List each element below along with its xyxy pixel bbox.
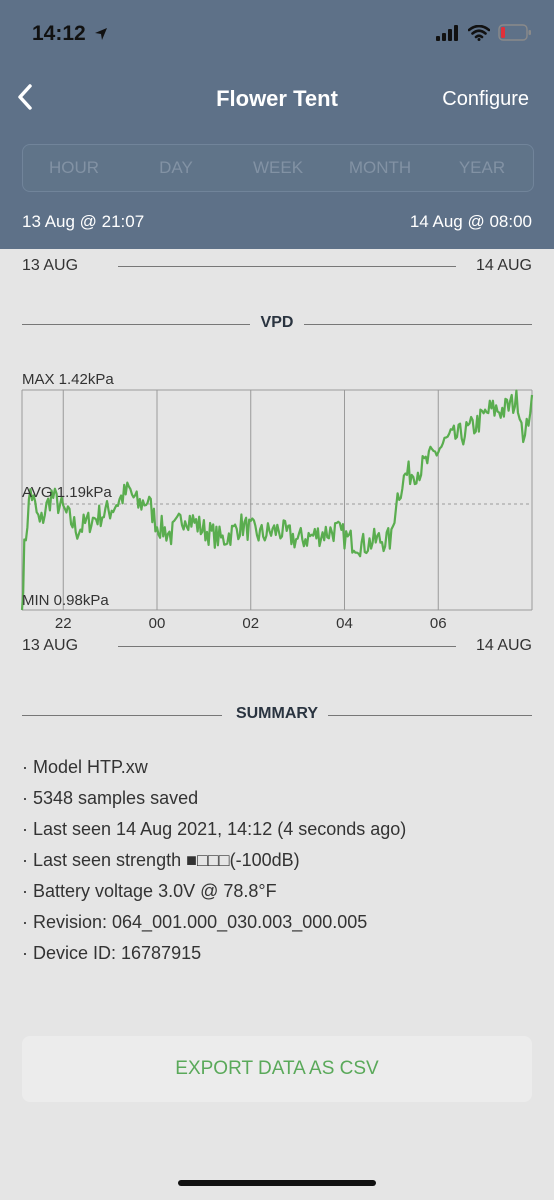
date-divider: [118, 646, 456, 647]
status-icons: [436, 24, 532, 41]
summary-samples: · 5348 samples saved: [22, 788, 199, 808]
avg-label: AVG 1.19kPa: [22, 484, 112, 501]
clock-text: 14:12: [32, 22, 86, 45]
chevron-left-icon[interactable]: [12, 82, 42, 112]
x-tick-label: 06: [430, 615, 447, 632]
x-tick-label: 04: [336, 615, 353, 632]
date-range-bar-top: 13 AUG 14 AUG: [22, 257, 532, 277]
x-tick-label: 22: [55, 615, 72, 632]
cellular-signal-icon: [436, 24, 458, 41]
summary-list: · Model HTP.xw · 5348 samples saved · La…: [22, 752, 406, 969]
x-tick-label: 02: [242, 615, 259, 632]
date-range-bar-bottom: 13 AUG 14 AUG: [22, 637, 532, 657]
header: 14:12 Flower Tent Configure HOUR DAY WEE…: [0, 0, 554, 249]
x-tick-labels: 22 00 02 04 06: [55, 615, 447, 632]
max-label: MAX 1.42kPa: [22, 371, 114, 388]
summary-battery: · Battery voltage 3.0V @ 78.8°F: [22, 881, 277, 901]
export-csv-button[interactable]: EXPORT DATA AS CSV: [22, 1036, 532, 1102]
segment-year[interactable]: YEAR: [458, 158, 506, 177]
min-label: MIN 0.98kPa: [22, 592, 109, 609]
time-range-segmented-control: HOUR DAY WEEK MONTH YEAR: [22, 144, 534, 192]
divider-left: [22, 324, 250, 325]
x-gridlines: [62, 390, 439, 610]
summary-revision: · Revision: 064_001.000_030.003_000.005: [22, 912, 368, 932]
summary-last-seen: · Last seen 14 Aug 2021, 14:12 (4 second…: [22, 819, 407, 839]
summary-section-header: SUMMARY: [22, 705, 532, 725]
chart-x-label-left: 13 AUG: [22, 637, 79, 654]
vpd-section-header: VPD: [22, 314, 532, 334]
status-time: 14:12: [32, 22, 108, 46]
battery-low-icon: [498, 24, 531, 41]
divider-left: [22, 715, 222, 716]
vpd-chart[interactable]: MAX 1.42kPa AVG 1.19kPa MIN 0.98kPa 22 00…: [0, 360, 554, 660]
summary-section-title: SUMMARY: [235, 705, 319, 722]
segment-day[interactable]: DAY: [159, 158, 193, 177]
date-divider: [118, 266, 456, 267]
x-tick-label: 00: [149, 615, 166, 632]
location-arrow-icon: [94, 28, 107, 40]
summary-model: · Model HTP.xw: [22, 757, 148, 777]
summary-device-id: · Device ID: 16787915: [22, 943, 202, 963]
home-indicator: [178, 1180, 376, 1186]
divider-right: [304, 324, 532, 325]
date-right-label: 14 AUG: [475, 257, 532, 274]
segment-hour[interactable]: HOUR: [48, 158, 100, 177]
divider-right: [328, 715, 532, 716]
page-title: Flower Tent: [216, 86, 338, 111]
segment-month[interactable]: MONTH: [348, 158, 412, 177]
range-start-label: 13 Aug @ 21:07: [22, 212, 145, 231]
summary-signal-strength: · Last seen strength ■□□□(-100dB): [22, 850, 300, 870]
segment-week[interactable]: WEEK: [252, 158, 304, 177]
wifi-icon: [468, 24, 490, 41]
configure-button[interactable]: Configure: [442, 88, 529, 110]
range-end-label: 14 Aug @ 08:00: [409, 212, 532, 231]
chart-x-label-right: 14 AUG: [475, 637, 532, 654]
vpd-series-line: [20, 389, 534, 611]
vpd-section-title: VPD: [260, 314, 294, 331]
date-left-label: 13 AUG: [22, 257, 79, 274]
